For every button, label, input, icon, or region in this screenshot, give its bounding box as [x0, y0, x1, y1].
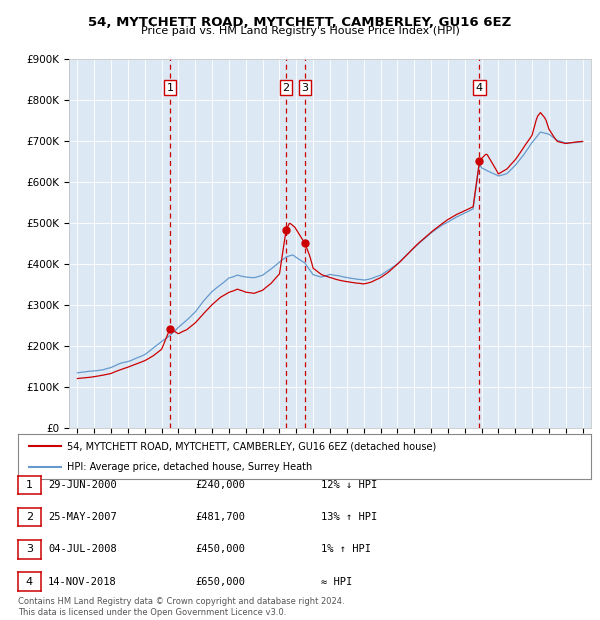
Text: 54, MYTCHETT ROAD, MYTCHETT, CAMBERLEY, GU16 6EZ: 54, MYTCHETT ROAD, MYTCHETT, CAMBERLEY, … [88, 16, 512, 29]
Text: Price paid vs. HM Land Registry's House Price Index (HPI): Price paid vs. HM Land Registry's House … [140, 26, 460, 36]
Text: 14-NOV-2018: 14-NOV-2018 [48, 577, 117, 587]
Text: 2: 2 [283, 82, 290, 92]
Text: £450,000: £450,000 [195, 544, 245, 554]
Text: Contains HM Land Registry data © Crown copyright and database right 2024.
This d: Contains HM Land Registry data © Crown c… [18, 598, 344, 617]
Text: £481,700: £481,700 [195, 512, 245, 522]
Text: 13% ↑ HPI: 13% ↑ HPI [321, 512, 377, 522]
Text: 1% ↑ HPI: 1% ↑ HPI [321, 544, 371, 554]
Text: 1: 1 [166, 82, 173, 92]
Text: 29-JUN-2000: 29-JUN-2000 [48, 480, 117, 490]
Text: 04-JUL-2008: 04-JUL-2008 [48, 544, 117, 554]
Text: 3: 3 [26, 544, 33, 554]
Text: 3: 3 [301, 82, 308, 92]
Text: 12% ↓ HPI: 12% ↓ HPI [321, 480, 377, 490]
Text: 4: 4 [476, 82, 483, 92]
Text: 25-MAY-2007: 25-MAY-2007 [48, 512, 117, 522]
Text: HPI: Average price, detached house, Surrey Heath: HPI: Average price, detached house, Surr… [67, 461, 312, 472]
Text: 1: 1 [26, 480, 33, 490]
Text: £240,000: £240,000 [195, 480, 245, 490]
Text: ≈ HPI: ≈ HPI [321, 577, 352, 587]
Text: 54, MYTCHETT ROAD, MYTCHETT, CAMBERLEY, GU16 6EZ (detached house): 54, MYTCHETT ROAD, MYTCHETT, CAMBERLEY, … [67, 441, 436, 451]
Text: 4: 4 [26, 577, 33, 587]
Text: 2: 2 [26, 512, 33, 522]
Text: £650,000: £650,000 [195, 577, 245, 587]
